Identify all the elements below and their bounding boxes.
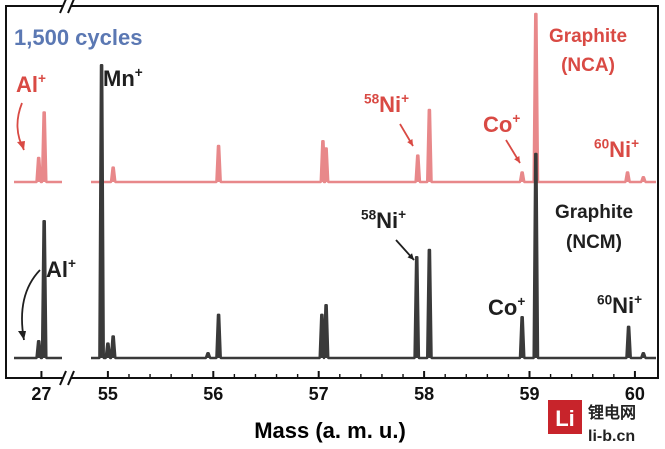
annotation-arrow-58ni-nca-head — [407, 139, 413, 146]
annotation-layer: Al+ 58Ni+ Co+ 60Ni+ Mn+ Al+ 58Ni+ Co+ 60Ni+ — [16, 65, 642, 341]
plot-frame — [5, 0, 659, 386]
series-label-ncm-line2: (NCM) — [566, 232, 622, 253]
axis-break-gap — [63, 2, 71, 10]
logo-letters: Li — [555, 406, 575, 431]
watermark-domain: li-b.cn — [588, 428, 635, 445]
watermark-logo: Li 锂电网 li-b.cn — [548, 400, 636, 445]
annotation-arrow-al-ncm-head — [18, 331, 26, 340]
x-axis-label: Mass (a. m. u.) — [254, 418, 406, 443]
annotation-arrow-58ni-ncm-head — [407, 253, 414, 260]
x-tick-label: 58 — [414, 384, 434, 404]
annotation-58ni-ncm: 58Ni+ — [361, 207, 406, 233]
series-line-left — [14, 220, 62, 360]
logo-box — [548, 400, 582, 434]
x-tick-label: 59 — [519, 384, 539, 404]
x-tick-label: 27 — [31, 384, 51, 404]
x-tick-label: 57 — [309, 384, 329, 404]
annotation-58ni-nca: 58Ni+ — [364, 91, 409, 117]
axis-break-gap — [63, 374, 71, 382]
axis-break-mark — [67, 0, 75, 14]
annotation-co-nca: Co+ — [483, 111, 520, 137]
x-tick-label: 55 — [98, 384, 118, 404]
annotation-arrow-al-ncm — [21, 269, 41, 341]
axis-break-mark — [59, 370, 67, 386]
x-tick-label: 56 — [203, 384, 223, 404]
annotation-al-ncm: Al+ — [46, 256, 76, 282]
axis-break-mark — [67, 370, 75, 386]
annotation-60ni-ncm: 60Ni+ — [597, 292, 642, 318]
series-layer — [14, 12, 656, 360]
chart-title: 1,500 cycles — [14, 25, 142, 50]
annotation-60ni-nca: 60Ni+ — [594, 136, 639, 162]
series-line-left — [14, 111, 62, 184]
annotation-arrow-co-nca-head — [514, 156, 520, 163]
annotation-arrow-al-nca-head — [17, 141, 25, 150]
x-axis: 27 55 56 57 58 59 60 — [31, 371, 645, 404]
x-tick-label: 60 — [625, 384, 645, 404]
axis-break-mark — [59, 0, 67, 14]
watermark-site-name: 锂电网 — [588, 403, 636, 422]
annotation-al-nca: Al+ — [16, 71, 46, 97]
series-label-nca-line2: (NCA) — [561, 55, 615, 76]
series-label-nca-line1: Graphite — [549, 26, 627, 47]
series-nca — [14, 12, 656, 184]
annotation-mn: Mn+ — [103, 65, 143, 91]
plot-border — [5, 5, 659, 379]
series-ncm — [14, 64, 656, 360]
series-label-ncm-line1: Graphite — [555, 202, 633, 223]
annotation-co-ncm: Co+ — [488, 294, 525, 320]
